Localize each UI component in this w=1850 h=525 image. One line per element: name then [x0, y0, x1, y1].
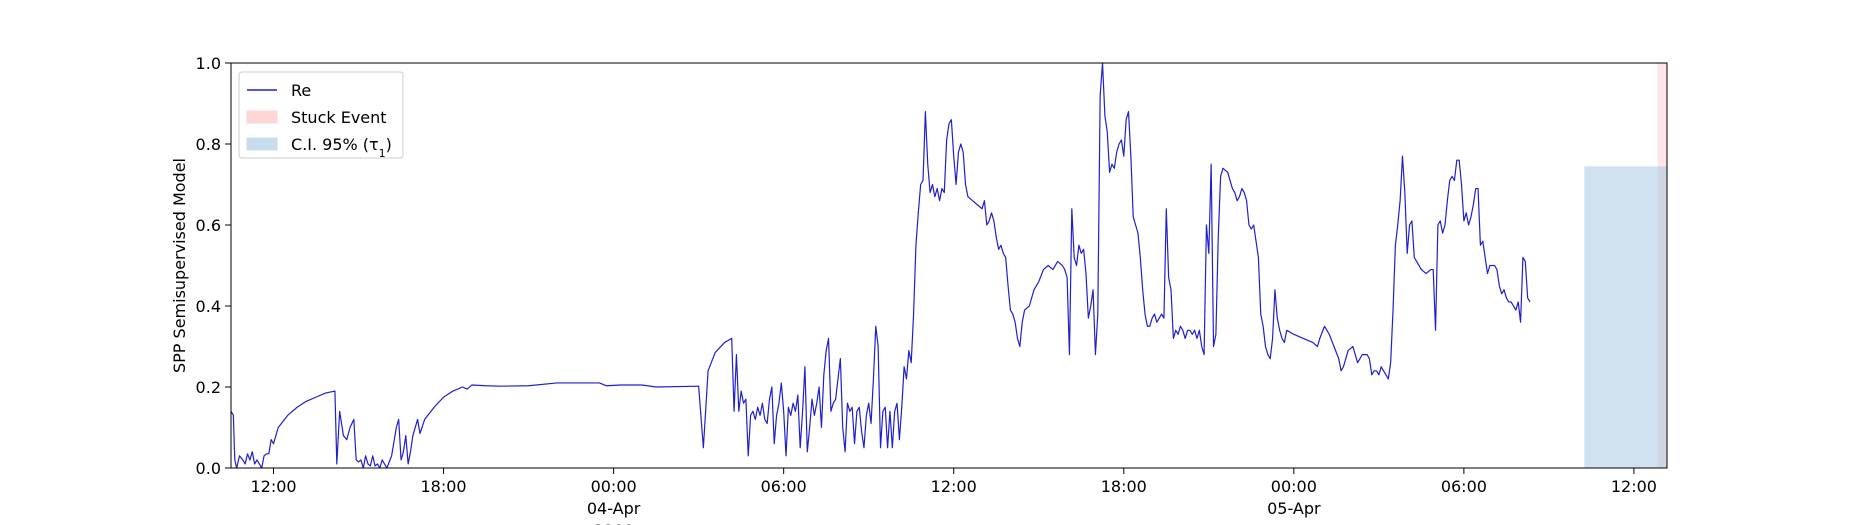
x-tick-label: 05-Apr — [1267, 499, 1321, 518]
x-tick-label: 06:00 — [761, 477, 807, 496]
legend-label: Stuck Event — [291, 108, 387, 127]
y-tick-label: 0.6 — [196, 216, 221, 235]
legend-box — [238, 71, 404, 159]
confidence-interval-span — [1584, 166, 1667, 468]
x-tick-label: 00:00 — [591, 477, 637, 496]
x-tick-label: 18:00 — [1101, 477, 1147, 496]
y-tick-label: 0.8 — [196, 135, 221, 154]
x-axis-ticks: 12:00 18:00 00:00 04-Apr 1900 06:00 12:00 18:00… — [250, 468, 1657, 525]
y-axis-label: SPP Semisupervised Model — [170, 158, 189, 373]
x-tick-label: 1900 — [593, 521, 634, 525]
y-axis-ticks: 0.0 0.2 0.4 0.6 0.8 1.0 — [196, 54, 231, 478]
x-tick-label: 06:00 — [1441, 477, 1487, 496]
legend-label: Re — [291, 81, 311, 100]
series-lines — [230, 62, 1531, 469]
series-line-re — [230, 62, 1531, 469]
y-tick-label: 1.0 — [196, 54, 221, 73]
y-tick-label: 0.4 — [196, 297, 221, 316]
legend-swatch-patch — [246, 110, 278, 124]
y-tick-label: 0.0 — [196, 459, 221, 478]
x-tick-label: 12:00 — [1611, 477, 1657, 496]
y-tick-label: 0.2 — [196, 378, 221, 397]
x-tick-label: 18:00 — [421, 477, 467, 496]
x-tick-label: 04-Apr — [587, 499, 641, 518]
x-tick-label: 12:00 — [250, 477, 296, 496]
x-tick-label: 00:00 — [1271, 477, 1317, 496]
plot-area-frame — [230, 62, 1668, 469]
x-tick-label: 12:00 — [931, 477, 977, 496]
legend-swatch-patch — [246, 137, 278, 151]
shaded-spans — [1584, 63, 1667, 468]
